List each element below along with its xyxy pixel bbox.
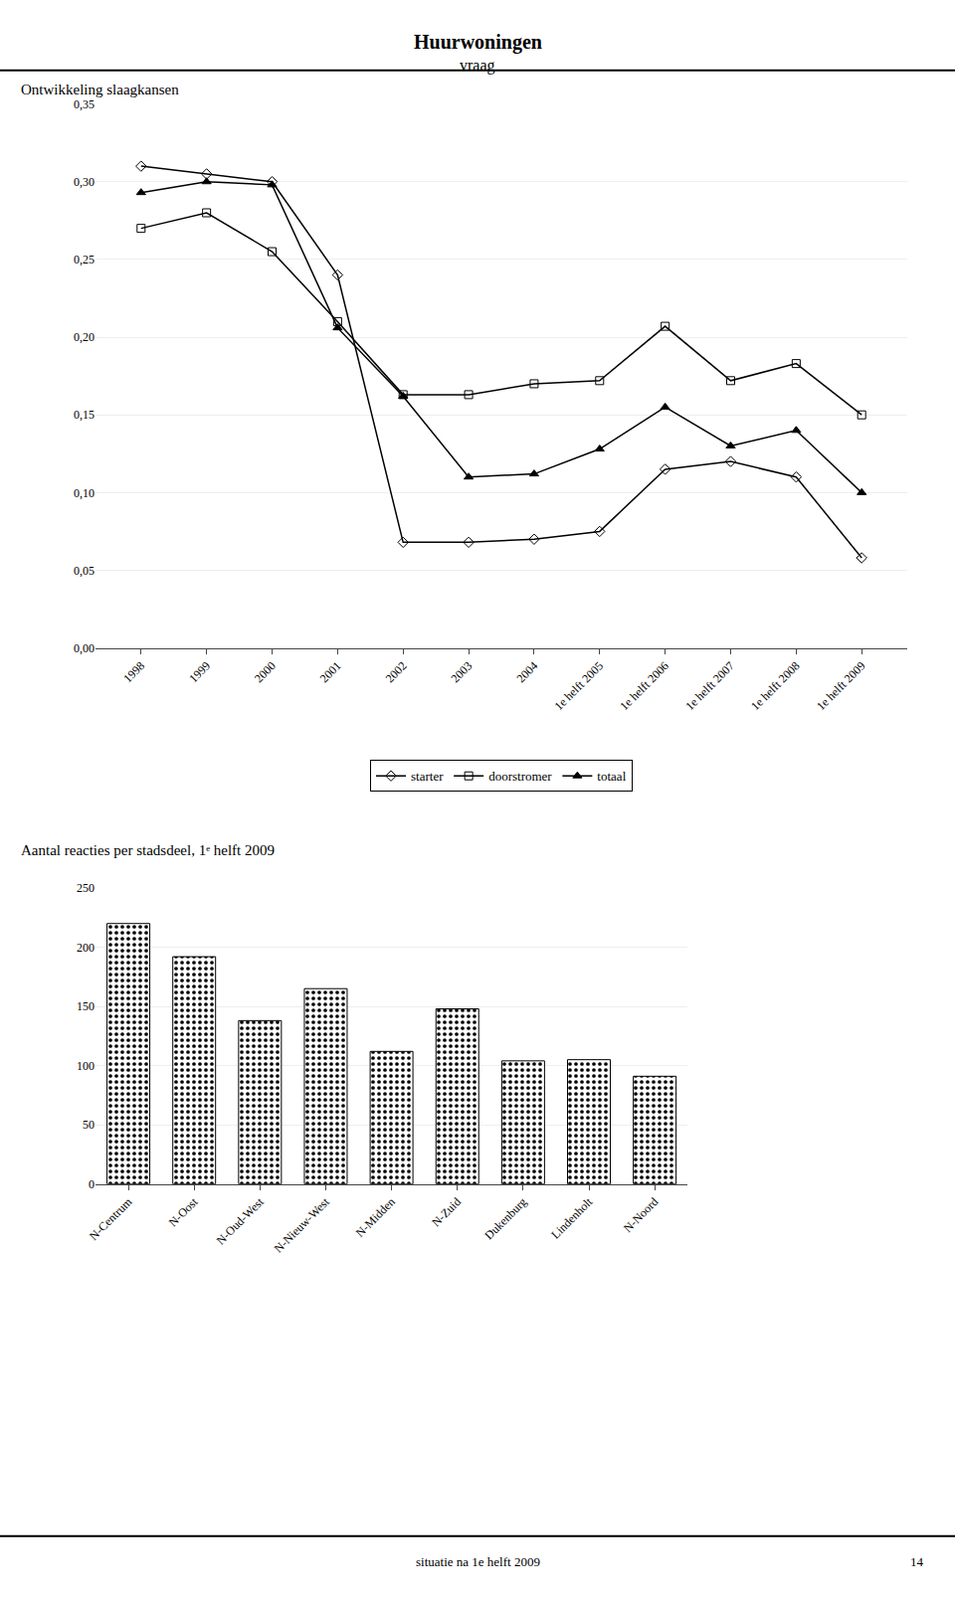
svg-text:1e helft 2005: 1e helft 2005: [551, 659, 606, 715]
svg-text:N-Midden: N-Midden: [353, 1195, 398, 1241]
svg-text:situatie na 1e helft 2009: situatie na 1e helft 2009: [415, 1554, 541, 1570]
svg-text:2001: 2001: [317, 659, 345, 687]
svg-text:Ontwikkeling slaagkansen: Ontwikkeling slaagkansen: [20, 81, 180, 98]
svg-text:Lindenholt: Lindenholt: [548, 1194, 596, 1243]
svg-text:2003: 2003: [448, 659, 476, 687]
svg-text:N-Oud-West: N-Oud-West: [213, 1194, 268, 1249]
svg-text:2002: 2002: [382, 659, 410, 687]
svg-text:Dukenburg: Dukenburg: [481, 1195, 530, 1244]
svg-text:1999: 1999: [186, 659, 213, 687]
svg-text:starter: starter: [410, 768, 444, 784]
svg-text:N-Nieuw-West: N-Nieuw-West: [271, 1194, 334, 1257]
svg-text:1e helft 2008: 1e helft 2008: [748, 659, 803, 715]
svg-text:0,30: 0,30: [73, 175, 95, 190]
svg-text:14: 14: [910, 1554, 925, 1570]
svg-text:0,20: 0,20: [73, 330, 95, 345]
svg-text:N-Noord: N-Noord: [620, 1195, 662, 1237]
svg-text:doorstromer: doorstromer: [488, 768, 553, 784]
svg-text:1e helft 2007: 1e helft 2007: [682, 659, 738, 715]
svg-text:0,05: 0,05: [73, 564, 95, 578]
svg-text:vraag: vraag: [459, 56, 496, 75]
svg-text:1e helft 2006: 1e helft 2006: [616, 659, 672, 715]
svg-text:1e helft 2009: 1e helft 2009: [813, 659, 869, 715]
svg-text:50: 50: [82, 1118, 95, 1133]
svg-text:Aantal reacties per stadsdeel,: Aantal reacties per stadsdeel, 1ᵉ helft …: [20, 842, 275, 859]
svg-text:0,15: 0,15: [73, 407, 95, 422]
svg-text:200: 200: [76, 941, 95, 955]
svg-text:0,00: 0,00: [73, 641, 95, 656]
svg-text:2000: 2000: [251, 659, 279, 687]
svg-text:100: 100: [76, 1059, 95, 1074]
svg-text:0,25: 0,25: [73, 252, 95, 267]
svg-text:0,10: 0,10: [73, 486, 95, 501]
svg-text:0,35: 0,35: [73, 97, 95, 112]
svg-text:Huurwoningen: Huurwoningen: [413, 30, 543, 54]
svg-text:250: 250: [76, 881, 95, 896]
svg-text:N-Zuid: N-Zuid: [428, 1195, 464, 1231]
svg-text:150: 150: [76, 999, 95, 1014]
svg-text:N-Oost: N-Oost: [166, 1194, 201, 1230]
svg-text:2004: 2004: [513, 659, 541, 687]
svg-text:1998: 1998: [120, 659, 148, 687]
svg-text:totaal: totaal: [596, 768, 626, 784]
svg-text:N-Centrum: N-Centrum: [86, 1194, 136, 1244]
svg-text:0: 0: [88, 1177, 95, 1192]
